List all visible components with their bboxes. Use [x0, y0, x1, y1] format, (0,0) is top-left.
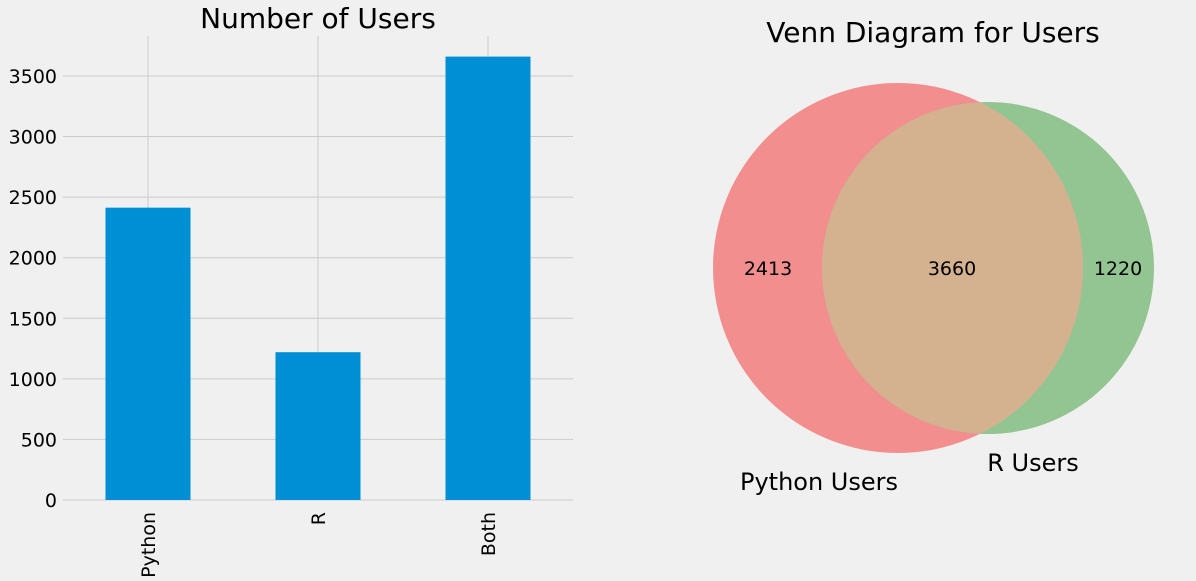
venn-set-label-python: Python Users [740, 468, 898, 496]
venn-diagram: Venn Diagram for Users 2413 3660 1220 Py… [713, 16, 1154, 496]
x-tick-label: Both [478, 512, 500, 556]
bar-python [105, 207, 191, 500]
venn-count-intersection: 3660 [928, 258, 976, 280]
y-tick-label: 1000 [9, 369, 57, 391]
bar-chart-x-ticks: Python R Both [138, 512, 500, 578]
x-tick-label: Python [138, 512, 160, 578]
y-tick-label: 1500 [9, 308, 57, 330]
y-tick-label: 3000 [9, 127, 57, 149]
y-tick-label: 0 [45, 490, 57, 512]
y-tick-label: 500 [21, 429, 57, 451]
y-tick-label: 3500 [9, 66, 57, 88]
bar-chart-title: Number of Users [200, 2, 436, 35]
bar-chart: Number of Users 0 500 1000 1500 2000 2500 3000… [9, 2, 573, 578]
venn-title: Venn Diagram for Users [766, 16, 1100, 49]
y-tick-label: 2000 [9, 248, 57, 270]
y-tick-label: 2500 [9, 187, 57, 209]
bar-chart-bars [105, 56, 531, 500]
venn-count-r-only: 1220 [1094, 258, 1142, 280]
bar-both [445, 56, 531, 500]
venn-count-python-only: 2413 [744, 258, 792, 280]
bar-r [275, 352, 361, 500]
venn-set-label-r: R Users [987, 449, 1079, 477]
x-tick-label: R [308, 512, 330, 525]
bar-chart-y-ticks: 0 500 1000 1500 2000 2500 3000 3500 [9, 66, 57, 512]
